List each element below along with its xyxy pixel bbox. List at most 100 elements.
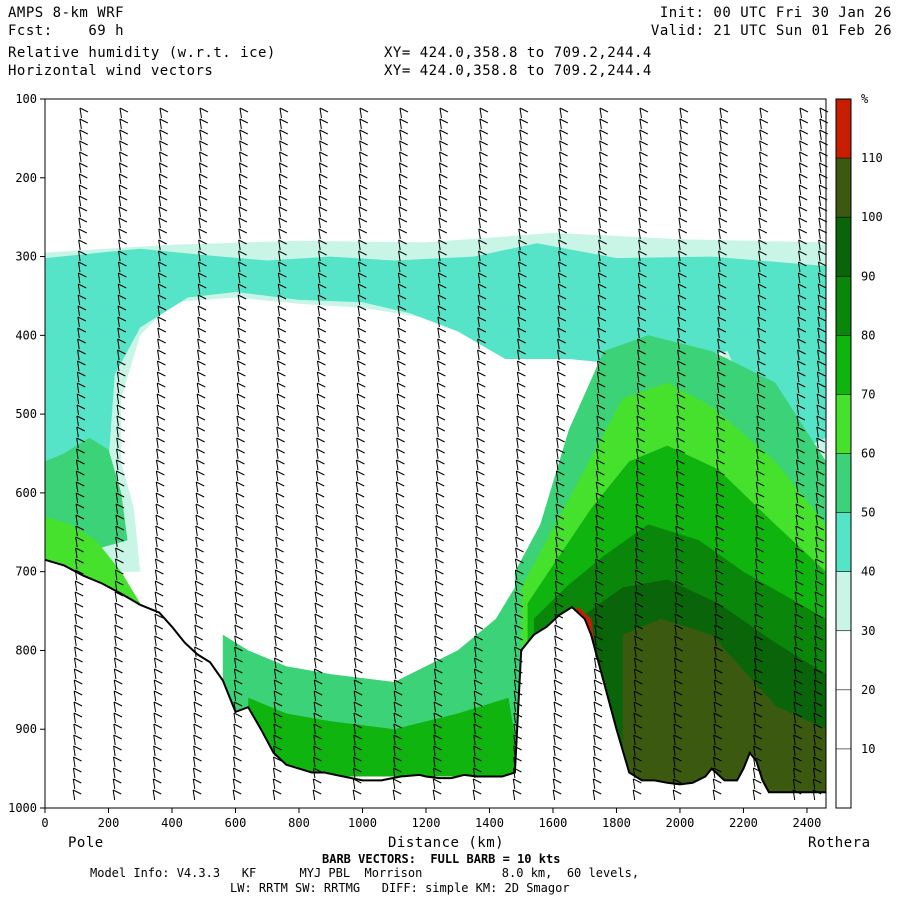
wind-barb-flag — [357, 305, 367, 311]
wind-barb-flag — [115, 536, 124, 542]
wind-barb-flag — [156, 393, 166, 399]
wind-barb-flag — [353, 756, 362, 762]
wind-barb — [238, 239, 241, 251]
wind-barb-flag — [233, 756, 242, 762]
wind-barb — [636, 404, 640, 416]
wind-barb — [796, 360, 800, 372]
wind-barb — [796, 382, 800, 394]
wind-barb — [433, 701, 437, 713]
wind-barb — [673, 690, 677, 702]
wind-barb-flag — [714, 668, 723, 674]
wind-barb — [594, 558, 598, 570]
wind-barb-flag — [352, 789, 362, 795]
wind-barb-flag — [813, 756, 822, 762]
wind-barb — [476, 393, 480, 405]
wind-barb-flag — [595, 547, 604, 553]
wind-barb-flag — [474, 679, 483, 685]
wind-barb — [599, 118, 602, 130]
wind-barb — [118, 217, 121, 229]
wind-barb-flag — [636, 448, 645, 454]
wind-barb-flag — [353, 745, 362, 751]
wind-barb-flag — [599, 162, 608, 168]
wind-barb-flag — [678, 239, 687, 245]
wind-barb — [516, 426, 519, 438]
wind-barb — [753, 712, 756, 724]
wind-barb-flag — [113, 734, 122, 740]
wind-barb-flag — [558, 261, 567, 267]
wind-barb — [638, 217, 641, 229]
wind-barb — [398, 184, 402, 196]
wind-barb — [436, 426, 439, 438]
wind-barb-flag — [239, 118, 249, 124]
wind-barb-flag — [477, 382, 486, 388]
wind-barb — [796, 448, 799, 460]
wind-barb-flag — [113, 712, 123, 718]
wind-barb — [433, 668, 437, 680]
wind-barb — [679, 129, 682, 141]
wind-barb-flag — [279, 118, 289, 124]
wind-barb-flag — [595, 514, 605, 520]
wind-barb — [156, 404, 160, 416]
wind-barb — [278, 162, 282, 174]
wind-barb-flag — [199, 151, 208, 157]
wind-barb — [116, 437, 119, 449]
wind-barb-flag — [815, 503, 825, 509]
wind-barb — [319, 118, 322, 130]
wind-barb — [198, 173, 202, 185]
wind-barb — [316, 393, 320, 405]
wind-barb-flag — [677, 294, 687, 300]
wind-barb — [277, 272, 281, 284]
wind-barb — [795, 503, 799, 515]
wind-barb-flag — [476, 470, 485, 476]
field-1-label: Relative humidity (w.r.t. ice) — [8, 45, 276, 61]
wind-barb — [794, 602, 798, 614]
wind-barb — [716, 393, 720, 405]
wind-barb — [634, 646, 637, 658]
wind-barb-flag — [158, 206, 168, 212]
wind-barb-flag — [795, 492, 805, 498]
wind-barb — [195, 525, 198, 537]
wind-barb-flag — [472, 789, 482, 795]
wind-barb — [434, 624, 437, 636]
wind-barb-flag — [474, 668, 483, 674]
wind-barb — [117, 305, 121, 317]
wind-barb — [157, 316, 160, 328]
wind-barb-flag — [798, 261, 807, 267]
wind-barb — [353, 723, 356, 735]
wind-barb — [756, 371, 760, 383]
wind-barb — [397, 294, 401, 306]
wind-barb-flag — [518, 250, 527, 256]
wind-barb — [519, 118, 522, 130]
wind-barb — [274, 569, 278, 581]
wind-barb — [233, 756, 236, 768]
wind-barb — [814, 558, 818, 570]
wind-barb-flag — [598, 239, 607, 245]
wind-barb — [316, 382, 320, 394]
wind-barb-flag — [314, 591, 324, 597]
wind-barb-flag — [594, 624, 604, 630]
wind-barb-flag — [274, 646, 283, 652]
wind-barb — [477, 327, 480, 339]
wind-barb — [676, 448, 679, 460]
wind-barb — [78, 217, 81, 229]
colorbar-swatch — [836, 630, 851, 690]
wind-barb — [195, 470, 199, 482]
terrain-line — [44, 558, 826, 794]
wind-barb-flag — [559, 140, 568, 146]
wind-barb — [558, 250, 561, 262]
wind-barb-flag — [759, 129, 769, 135]
wind-barb-flag — [719, 129, 729, 135]
wind-barb — [115, 459, 119, 471]
wind-barb-flag — [195, 536, 204, 542]
wind-barb — [356, 415, 359, 427]
wind-barb-flag — [273, 701, 283, 707]
wind-barb-flag — [113, 756, 122, 762]
wind-barb-flag — [115, 547, 124, 553]
x-tick-label: 0 — [41, 816, 48, 830]
wind-barb — [278, 228, 281, 240]
wind-barb-flag — [718, 272, 727, 278]
wind-barb-flag — [118, 206, 128, 212]
wind-barb — [676, 426, 679, 438]
wind-barb — [394, 613, 397, 625]
